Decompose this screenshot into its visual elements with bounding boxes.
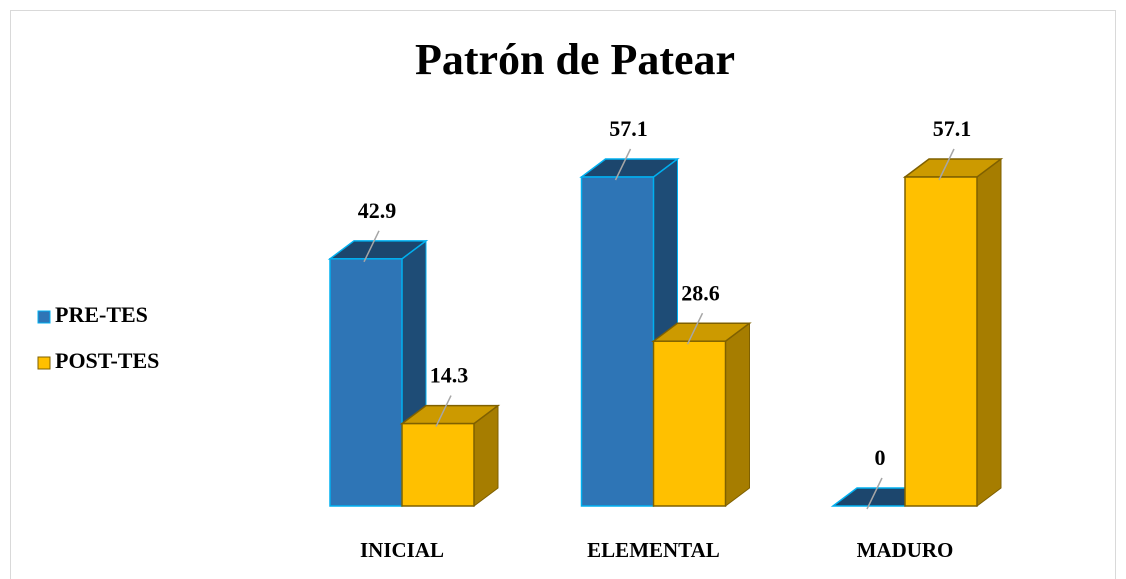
value-label: 42.9	[358, 198, 397, 223]
value-label: 28.6	[681, 280, 720, 305]
legend-swatch	[37, 356, 51, 370]
bar	[401, 422, 475, 507]
legend-swatch	[37, 310, 51, 324]
label-leader	[686, 312, 704, 345]
x-tick-label: INICIAL	[360, 538, 444, 562]
label-leader	[614, 148, 632, 181]
label-leader	[363, 230, 380, 263]
bar	[904, 176, 978, 507]
x-tick-label: MADURO	[857, 538, 954, 562]
x-tick-label: ELEMENTAL	[587, 538, 720, 562]
bar-side	[976, 158, 1002, 507]
value-label: 14.3	[430, 363, 469, 388]
label-leader	[866, 477, 883, 510]
bar-3d	[579, 158, 680, 507]
bar	[580, 176, 655, 507]
label-leader	[435, 395, 452, 427]
bar-3d	[399, 404, 501, 507]
label-leader	[938, 148, 955, 181]
bar-3d	[902, 158, 1004, 507]
bar-3d	[651, 322, 752, 507]
legend-label: PRE-TES	[55, 302, 148, 327]
legend-label: POST-TES	[55, 348, 159, 373]
value-label: 57.1	[609, 116, 648, 141]
bar-side	[725, 322, 750, 507]
value-label: 57.1	[933, 116, 972, 141]
bar	[329, 258, 403, 507]
chart-title: Patrón de Patear	[415, 35, 735, 84]
bar	[652, 340, 727, 507]
value-label: 0	[875, 445, 886, 470]
